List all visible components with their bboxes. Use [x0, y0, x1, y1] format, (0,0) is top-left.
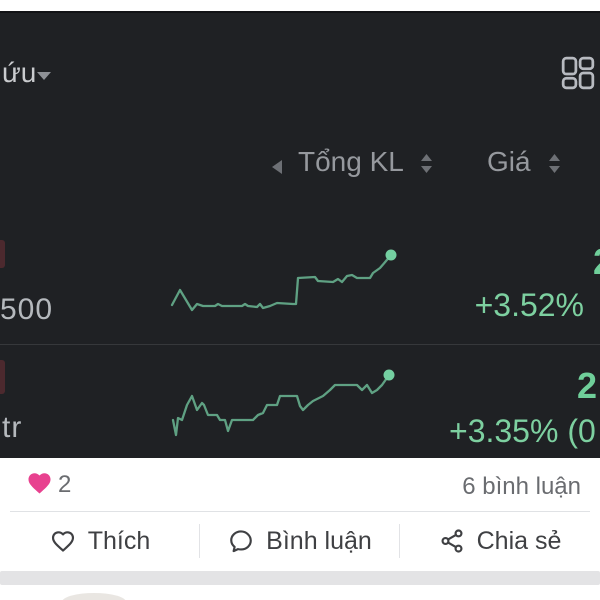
comment-button-label: Bình luận — [266, 526, 372, 555]
sparkline-path — [171, 373, 391, 437]
stock-logo-edge — [0, 360, 5, 394]
button-divider — [199, 524, 200, 558]
section-separator — [0, 571, 600, 585]
heart-outline-icon — [51, 531, 74, 552]
chevron-down-icon[interactable] — [36, 71, 52, 81]
watchlist-screenshot[interactable]: ứu Tổng KL Giá 500 — [0, 11, 600, 458]
share-button-label: Chia sẻ — [476, 526, 562, 555]
action-bar: Thích Bình luận Chia sẻ — [0, 512, 600, 570]
comment-button[interactable]: Bình luận — [200, 512, 400, 570]
comments-summary[interactable]: 6 bình luận — [462, 473, 581, 500]
row-price-value: 2 — [593, 241, 600, 277]
row-price-value: 2 — [577, 365, 598, 406]
row-volume-value: tr — [2, 411, 23, 444]
share-button[interactable]: Chia sẻ — [400, 512, 600, 570]
reaction-count[interactable]: 2 — [58, 471, 72, 498]
grid-layout-icon[interactable] — [560, 55, 596, 91]
comment-bubble-icon — [230, 530, 253, 553]
row-change-percent: +3.52% — [474, 287, 584, 323]
row-volume-value: 500 — [0, 293, 54, 326]
sparkline-last-dot — [383, 369, 395, 381]
row-change-percent: +3.35% (0 — [449, 413, 596, 449]
row-price-clipped: 2 — [593, 241, 600, 277]
stock-logo-edge — [0, 240, 5, 268]
avatar — [62, 593, 126, 600]
column-header-price[interactable]: Giá — [487, 146, 531, 177]
price-sparkline — [171, 369, 395, 437]
sparkline-path — [170, 253, 393, 312]
divider — [10, 511, 590, 512]
like-button[interactable]: Thích — [0, 512, 200, 570]
price-sparkline — [170, 249, 397, 312]
row-divider — [0, 344, 600, 345]
sparkline-last-dot — [385, 249, 397, 261]
button-divider — [399, 524, 400, 558]
column-header-volume[interactable]: Tổng KL — [298, 146, 404, 177]
heart-reaction-icon[interactable] — [26, 470, 53, 495]
column-back-icon[interactable] — [272, 159, 282, 175]
sort-icon[interactable] — [549, 154, 560, 173]
share-nodes-icon — [441, 529, 463, 553]
sort-icon[interactable] — [421, 154, 432, 173]
like-button-label: Thích — [87, 526, 151, 555]
watchlist-title-partial[interactable]: ứu — [2, 57, 37, 88]
